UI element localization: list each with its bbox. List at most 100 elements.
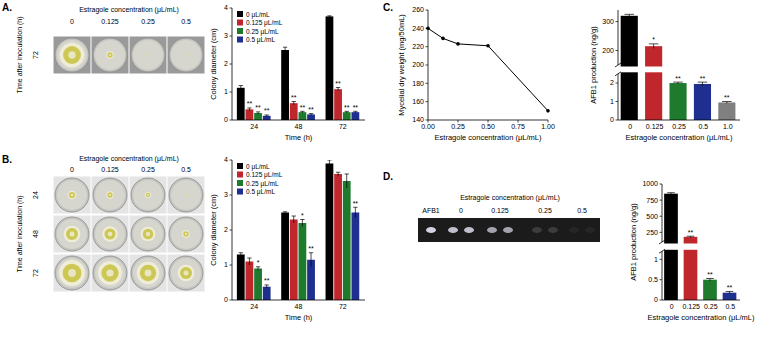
error-bar <box>293 102 294 105</box>
y-tick <box>426 46 429 47</box>
bar <box>645 46 662 120</box>
colony-center <box>146 232 150 236</box>
plot-area <box>237 16 359 120</box>
colony <box>141 227 156 242</box>
y-tick <box>660 184 663 185</box>
error-cap <box>353 111 357 112</box>
colony-center <box>145 270 152 277</box>
bar <box>254 269 262 301</box>
photo-background <box>168 37 205 74</box>
colony-center <box>106 269 113 276</box>
bar <box>263 287 271 300</box>
colony <box>178 265 195 282</box>
figure: A.B.C.D.Estragole concentration (μL/mL)0… <box>0 0 760 339</box>
bar <box>351 112 359 120</box>
bar <box>703 280 717 300</box>
legend-label: 0.125 μL/mL <box>246 19 283 27</box>
marker <box>546 109 550 113</box>
y-tick <box>660 300 663 301</box>
agar <box>57 40 87 70</box>
significance-label: ** <box>353 104 359 111</box>
y-tick-label: 2 <box>610 79 614 86</box>
y-tick <box>616 21 619 22</box>
colony-center <box>109 194 111 196</box>
break-mark <box>659 249 665 253</box>
error-cap <box>265 114 269 115</box>
error-cap <box>283 211 287 212</box>
colony-core <box>185 194 187 196</box>
error-cap <box>292 216 296 217</box>
error-cap <box>247 107 251 108</box>
error-bar <box>338 172 339 176</box>
y-tick <box>426 120 429 121</box>
y-tick <box>426 83 429 84</box>
petri-dish <box>55 178 89 212</box>
colony-center <box>147 194 149 196</box>
bar <box>299 112 307 120</box>
tlc-plate <box>418 218 600 242</box>
colony <box>59 260 85 286</box>
y-axis-label: AFB1 production (ng/g) <box>629 203 638 281</box>
row-label: 72 <box>32 269 39 277</box>
colony-core <box>147 54 148 55</box>
x-axis-label: Time (h) <box>285 313 313 322</box>
error-cap <box>300 111 304 112</box>
legend-label: 0.25 μL/mL <box>246 180 279 188</box>
tlc-spot <box>569 227 579 233</box>
x-axis-label: Estragole concentration (μL/mL) <box>648 313 755 322</box>
line <box>428 28 548 111</box>
y-tick-label: 200 <box>412 61 424 68</box>
error-bar <box>311 253 312 267</box>
y-tick <box>230 120 233 121</box>
legend-label: 0 μL/mL <box>246 163 270 171</box>
y-tick <box>616 50 619 51</box>
y-tick-label: 260 <box>412 6 424 13</box>
error-cap <box>256 111 260 112</box>
lane-label: 0.125 <box>491 207 509 214</box>
photo-background <box>130 216 167 253</box>
x-tick-label: 0.5 <box>725 303 735 310</box>
marker <box>441 37 445 41</box>
error-cap <box>292 101 296 102</box>
break-mark <box>615 72 621 76</box>
image-title: Estragole concentration (μL/mL) <box>460 194 560 202</box>
agar <box>171 180 201 210</box>
colony-core <box>63 264 82 283</box>
y-tick-label: 240 <box>412 25 424 32</box>
axis-break <box>657 244 740 250</box>
y-tick <box>426 28 429 29</box>
bar <box>694 84 711 120</box>
significance-label: * <box>652 36 655 43</box>
y-tick <box>660 216 663 217</box>
colony-center <box>147 54 149 56</box>
significance-label: ** <box>344 104 350 111</box>
error-cap <box>353 207 357 208</box>
x-tick-label: 72 <box>339 123 347 130</box>
error-bar <box>302 220 303 227</box>
photo-background <box>168 177 205 214</box>
error-cap <box>345 111 349 112</box>
agar <box>171 219 201 249</box>
photo-background <box>92 37 129 74</box>
lane-label: 0.5 <box>577 207 587 214</box>
lane-label: 0 <box>459 207 463 214</box>
colony <box>68 191 77 200</box>
y-tick-label: 220 <box>412 43 424 50</box>
significance-label: ** <box>264 277 270 284</box>
bar <box>343 112 351 120</box>
petri-dish <box>93 217 127 251</box>
error-bar <box>629 14 630 17</box>
error-bar <box>240 253 241 257</box>
colony <box>64 226 81 243</box>
bar <box>299 223 307 300</box>
error-bar <box>346 174 347 188</box>
colony-center <box>108 232 113 237</box>
legend-label: 0.25 μL/mL <box>246 28 279 36</box>
error-cap <box>283 47 287 48</box>
y-tick-label: 500 <box>646 213 658 220</box>
y-tick <box>230 8 233 9</box>
photo-background <box>130 177 167 214</box>
error-bar <box>709 278 710 280</box>
y-tick-label: 1 <box>610 98 614 105</box>
y-tick-label: 4 <box>224 156 228 163</box>
